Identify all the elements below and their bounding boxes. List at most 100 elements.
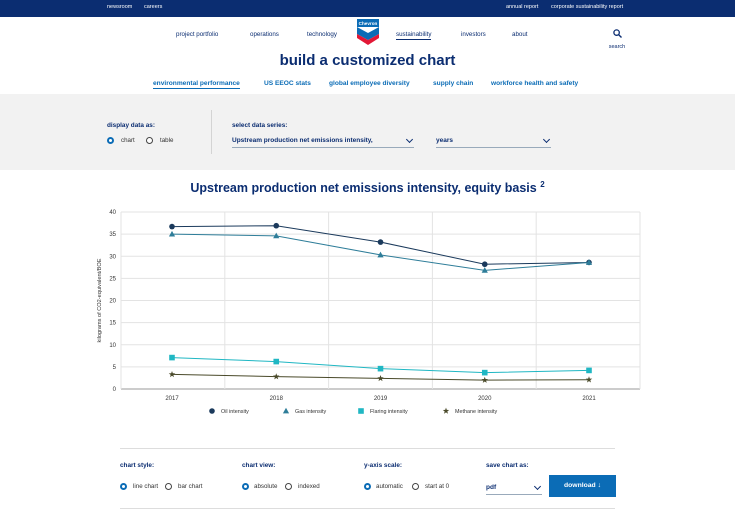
nav-project-portfolio[interactable]: project portfolio (176, 31, 219, 38)
flaring-intensity-point (377, 365, 384, 372)
methane-intensity-point (481, 376, 488, 383)
x-tick-label: 2018 (270, 396, 284, 402)
subnav-global-employee-diversity[interactable]: global employee diversity (329, 80, 410, 87)
start-at-zero-radio[interactable] (412, 483, 419, 490)
display-chart-radio[interactable] (107, 137, 114, 144)
y-tick-label: 35 (109, 232, 116, 238)
download-label: download (563, 482, 596, 489)
chevron-down-icon (542, 135, 551, 144)
line-chart-label[interactable]: line chart (133, 483, 159, 490)
oil-intensity-point (273, 222, 280, 229)
chart-title-text: Upstream production net emissions intens… (190, 181, 537, 196)
flaring-intensity-point (273, 358, 280, 365)
y-axis-scale-label: y-axis scale: (364, 462, 403, 469)
search-icon (612, 29, 622, 38)
data-series-value: Upstream production net emissions intens… (232, 137, 373, 144)
subnav-environmental-performance[interactable]: environmental performance (153, 80, 240, 89)
methane-intensity-point (168, 371, 176, 378)
chart-title-footnote[interactable]: 2 (540, 180, 545, 189)
nav-investors[interactable]: investors (461, 31, 486, 38)
save-chart-label: save chart as: (486, 462, 529, 469)
line-chart-radio[interactable] (120, 483, 127, 490)
absolute-label[interactable]: absolute (254, 483, 278, 490)
chart-controls-panel: display data as: chart table select data… (0, 94, 735, 170)
methane-intensity-point (273, 373, 280, 380)
gas-intensity-legend-marker (282, 407, 290, 414)
y-tick-label: 10 (109, 343, 116, 349)
save-format-select[interactable]: pdf (486, 481, 542, 495)
nav-technology[interactable]: technology (307, 31, 337, 38)
y-tick-label: 30 (109, 254, 116, 260)
years-value: years (436, 137, 453, 144)
y-tick-label: 40 (109, 210, 116, 216)
gas-intensity-point (273, 232, 280, 239)
nav-sustainability[interactable]: sustainability (396, 31, 432, 40)
subnav-supply-chain[interactable]: supply chain (433, 80, 474, 87)
x-tick-label: 2021 (582, 396, 596, 402)
search-label: search (608, 44, 626, 50)
methane-intensity-legend-label: Methane intensity (455, 409, 498, 415)
x-tick-label: 2017 (165, 396, 179, 402)
gas-intensity-point (168, 230, 176, 237)
automatic-label[interactable]: automatic (376, 483, 403, 490)
display-chart-label[interactable]: chart (121, 137, 135, 144)
subnav-workforce-health-safety[interactable]: workforce health and safety (491, 80, 579, 87)
start-at-zero-label[interactable]: start at 0 (425, 483, 450, 490)
careers-link[interactable]: careers (144, 4, 163, 10)
chart-title: Upstream production net emissions intens… (0, 180, 735, 195)
indexed-radio[interactable] (285, 483, 292, 490)
chevron-logo[interactable]: Chevron (357, 19, 379, 45)
years-select[interactable]: years (436, 134, 551, 148)
oil-intensity-legend-label: Oil intensity (221, 409, 249, 415)
gas-intensity-point (481, 267, 488, 273)
bottom-divider-top (120, 448, 615, 449)
logo-wordmark: Chevron (359, 21, 378, 26)
flaring-intensity-point (169, 354, 175, 361)
flaring-intensity-legend-marker (358, 408, 364, 414)
display-table-radio[interactable] (146, 137, 153, 144)
nav-operations[interactable]: operations (250, 31, 279, 38)
download-arrow-icon: ↓ (597, 482, 601, 489)
flaring-intensity-point (481, 369, 488, 376)
corporate-sustainability-report-link[interactable]: corporate sustainability report (551, 4, 624, 10)
display-table-label[interactable]: table (160, 137, 174, 144)
indexed-label[interactable]: indexed (298, 483, 320, 490)
automatic-radio[interactable] (364, 483, 371, 490)
nav-about[interactable]: about (512, 31, 528, 38)
y-tick-label: 15 (109, 321, 116, 327)
chevron-down-icon (533, 482, 542, 491)
bar-chart-label[interactable]: bar chart (178, 483, 203, 490)
oil-intensity-legend-marker (209, 408, 215, 414)
methane-intensity-point (377, 374, 384, 382)
top-utility-bar: newsroom careers annual report corporate… (0, 0, 735, 17)
y-axis-label: kilograms of CO2-equivalent/BOE (97, 258, 103, 342)
gas-intensity-point (377, 251, 384, 258)
flaring-intensity-legend-label: Flaring intensity (370, 409, 408, 415)
chart-view-label: chart view: (242, 462, 276, 469)
oil-intensity-line (171, 225, 590, 265)
oil-intensity-point (377, 239, 384, 245)
gas-intensity-legend-label: Gas intensity (295, 409, 326, 415)
main-navigation: project portfolio operations technology … (0, 17, 735, 50)
newsroom-link[interactable]: newsroom (107, 4, 133, 10)
subnav-us-eeoc-stats[interactable]: US EEOC stats (264, 80, 311, 87)
annual-report-link[interactable]: annual report (506, 4, 539, 10)
search-button[interactable]: search (602, 25, 632, 50)
display-data-label: display data as: (107, 122, 155, 129)
absolute-radio[interactable] (242, 483, 249, 490)
y-tick-label: 0 (113, 387, 117, 393)
y-tick-label: 5 (113, 365, 117, 371)
chevron-down-icon (405, 135, 414, 144)
chart-style-label: chart style: (120, 462, 155, 469)
x-tick-label: 2020 (478, 396, 492, 402)
y-tick-label: 20 (109, 299, 116, 305)
methane-intensity-point (585, 376, 593, 383)
chevron-logo-icon: Chevron (357, 19, 379, 45)
emissions-line-chart: 0 5 10 15 20 25 30 35 40 2017 2018 2019 2020 2021 kilo… (97, 210, 641, 415)
data-series-select[interactable]: Upstream production net emissions intens… (232, 134, 414, 148)
download-button[interactable]: download ↓ (549, 475, 616, 497)
y-tick-label: 25 (109, 276, 116, 282)
oil-intensity-point (169, 223, 175, 230)
x-tick-label: 2019 (374, 396, 388, 402)
bar-chart-radio[interactable] (165, 483, 172, 490)
